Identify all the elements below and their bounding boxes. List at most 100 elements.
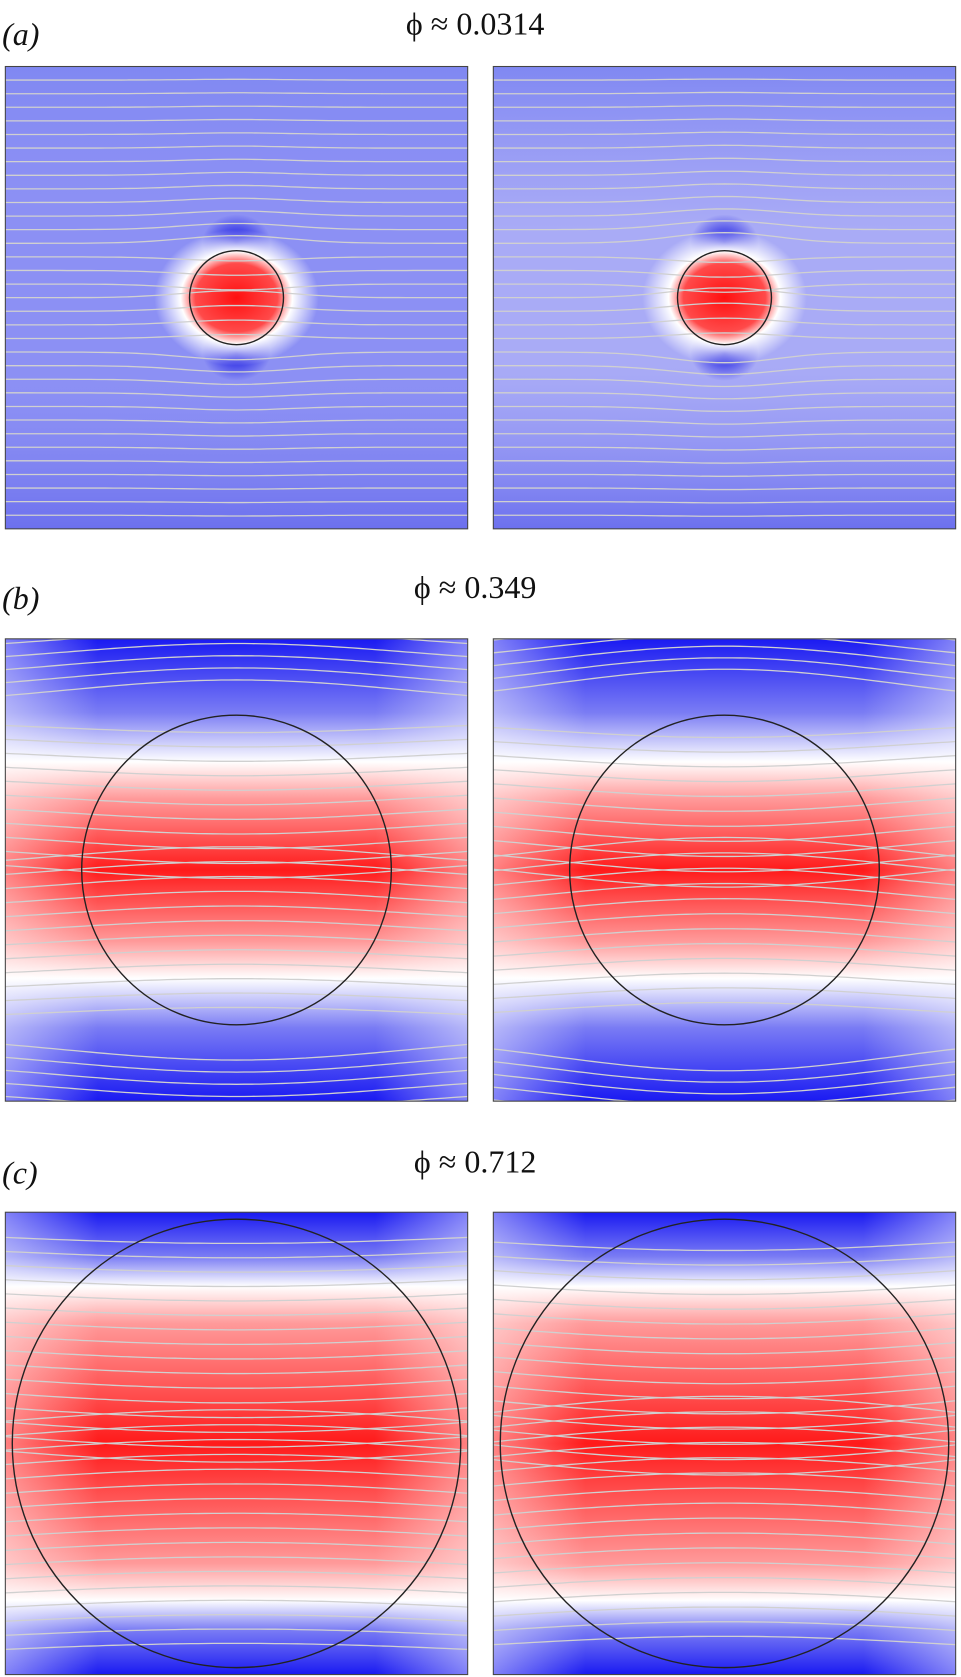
streamline: [493, 487, 956, 491]
streamline: [5, 949, 468, 960]
streamline: [5, 145, 468, 149]
inclusion-boundary: [499, 1218, 950, 1669]
streamline: [493, 1371, 956, 1385]
streamline: [493, 220, 956, 231]
streamline: [5, 289, 468, 299]
streamline: [493, 157, 956, 163]
streamline: [5, 836, 468, 850]
streamline: [493, 1061, 956, 1083]
streamline: [493, 1426, 956, 1443]
streamline: [493, 657, 956, 679]
streamline: [493, 1255, 956, 1266]
inclusion-boundary: [568, 714, 881, 1026]
streamline: [493, 283, 956, 293]
streamline: [5, 1236, 468, 1245]
streamline: [493, 392, 956, 400]
streamline: [493, 1356, 956, 1370]
streamline: [5, 1056, 468, 1073]
streamline: [493, 1001, 956, 1014]
streamline: [5, 738, 468, 748]
streamline: [5, 473, 468, 477]
streamline: [5, 1069, 468, 1085]
streamline: [493, 269, 956, 278]
streamline: [493, 378, 956, 388]
streamline: [493, 668, 956, 692]
streamline: [493, 1395, 956, 1413]
streamline: [5, 642, 468, 658]
streamline: [493, 1241, 956, 1252]
streamline: [5, 1556, 468, 1566]
streamline: [493, 433, 956, 438]
streamline: [493, 1517, 956, 1531]
streamline: [493, 882, 956, 901]
streamline: [493, 1444, 956, 1461]
streamline: [5, 405, 468, 411]
streamline: [5, 1512, 468, 1523]
streamline: [493, 91, 956, 95]
streamline: [5, 934, 468, 946]
streamline: [493, 797, 956, 812]
streamline: [493, 1385, 956, 1400]
streamline: [5, 1335, 468, 1346]
streamline: [5, 655, 468, 671]
streamline: [5, 1364, 468, 1375]
streamline: [5, 890, 468, 904]
streamline: [5, 780, 468, 791]
streamline: [5, 1468, 468, 1480]
side-fade: [493, 638, 956, 1102]
streamline: [493, 256, 956, 264]
streamline: [5, 184, 468, 190]
panel-label: (b): [2, 580, 39, 616]
streamline: [5, 1043, 468, 1061]
red-core: [642, 229, 807, 366]
streamline: [5, 222, 468, 231]
inclusion-boundary: [80, 714, 393, 1026]
streamline: [493, 1414, 956, 1430]
panel-label: (c): [2, 1154, 38, 1190]
streamline: [5, 433, 468, 437]
streamline: [5, 171, 468, 176]
streamline: [5, 1450, 468, 1463]
side-fade: [493, 1212, 956, 1675]
streamline: [493, 287, 956, 299]
streamline: [5, 1321, 468, 1331]
field-panel: [493, 1212, 956, 1675]
streamline: [5, 1541, 468, 1552]
streamline: [5, 351, 468, 361]
streamline: [5, 1628, 468, 1636]
field-panel: [493, 638, 956, 1102]
streamline: [5, 1599, 468, 1608]
streamline: [493, 836, 956, 858]
streamline: [493, 726, 956, 739]
streamline: [5, 808, 468, 821]
streamline: [493, 419, 956, 425]
panel-frame: [492, 65, 957, 530]
streamline: [493, 913, 956, 929]
inclusion-boundary: [676, 249, 773, 346]
panel-frame: [4, 638, 469, 1102]
streamline: [5, 105, 468, 108]
streamline: [5, 822, 468, 835]
streamline: [5, 1438, 468, 1451]
panel-frame: [4, 1211, 469, 1676]
side-fade: [5, 1212, 468, 1675]
streamline: [5, 919, 468, 932]
red-core: [154, 229, 319, 366]
streamline: [493, 1048, 956, 1072]
streamline: [493, 131, 956, 136]
streamline: [5, 378, 468, 386]
streamline: [5, 1614, 468, 1622]
streamline: [493, 1606, 956, 1617]
streamline: [493, 928, 956, 943]
streamline: [493, 1576, 956, 1589]
panel-frame: [492, 638, 957, 1102]
streamline: [5, 992, 468, 1002]
streamline: [493, 957, 956, 971]
streamline: [493, 1635, 956, 1646]
streamline: [493, 1327, 956, 1340]
streamline: [5, 78, 468, 81]
field-panel: [5, 1212, 468, 1675]
streamline: [493, 460, 956, 464]
streamline: [5, 460, 468, 464]
